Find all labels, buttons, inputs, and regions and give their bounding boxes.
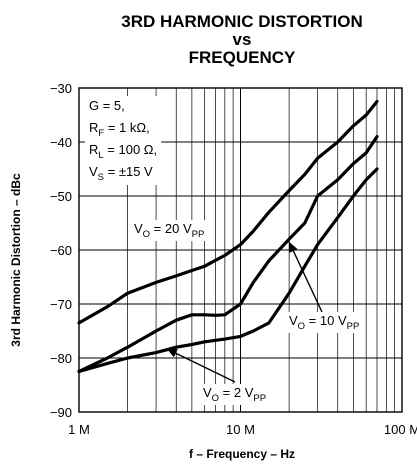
conditions-bg bbox=[85, 96, 162, 185]
series-label-0-text: VO = 20 VPP bbox=[134, 221, 204, 240]
series-curves bbox=[77, 99, 379, 374]
x-tick-labels: 1 M 10 M 100 M bbox=[68, 422, 417, 437]
series-line-2 bbox=[77, 167, 379, 374]
condition-line-0: G = 5, bbox=[89, 98, 125, 113]
series-label-1: VO = 10 VPP bbox=[286, 312, 363, 333]
y-tick-label: −30 bbox=[50, 81, 72, 96]
x-tick-label: 1 M bbox=[68, 422, 90, 437]
condition-line-1-subscript: F bbox=[98, 128, 104, 139]
series-label-1-span: V bbox=[289, 313, 298, 328]
series-label-0-bg bbox=[131, 220, 208, 241]
leader-line-1 bbox=[288, 241, 323, 313]
condition-line-3-text: VS = ±15 V bbox=[89, 164, 153, 183]
x-axis-label: f – Frequency – Hz bbox=[189, 447, 295, 461]
series-label-1-subscript: PP bbox=[347, 321, 360, 332]
plot-frame bbox=[78, 87, 403, 413]
y-tick-label: −90 bbox=[50, 405, 72, 420]
condition-line-2: RL = 100 Ω, bbox=[89, 142, 157, 161]
series-label-2-span: = 2 V bbox=[219, 385, 254, 400]
y-axis-label: 3rd Harmonic Distortion – dBc bbox=[9, 173, 23, 347]
condition-line-0-text: G = 5, bbox=[89, 98, 125, 113]
series-line-1 bbox=[77, 135, 379, 374]
y-tick-label: −80 bbox=[50, 351, 72, 366]
condition-line-2-text: RL = 100 Ω, bbox=[89, 142, 157, 161]
x-tick-label: 10 M bbox=[226, 422, 255, 437]
series-label-1-subscript: O bbox=[298, 321, 305, 332]
series-label-0-subscript: O bbox=[143, 229, 150, 240]
series-label-1-span: = 10 V bbox=[305, 313, 347, 328]
leader-arrowhead-2 bbox=[166, 348, 178, 358]
series-label-1-bg bbox=[286, 312, 363, 333]
series-label-2-subscript: PP bbox=[253, 393, 266, 404]
chart-title-line-2: vs bbox=[233, 30, 252, 49]
chart-title-line-3: FREQUENCY bbox=[189, 48, 296, 67]
condition-line-1: RF = 1 kΩ, bbox=[89, 120, 150, 139]
series-label-2: VO = 2 VPP bbox=[200, 384, 270, 405]
condition-line-2-span: = 100 Ω, bbox=[104, 142, 157, 157]
series-label-0-span: V bbox=[134, 221, 143, 236]
y-tick-labels: −30 −40 −50 −60 −70 −80 −90 bbox=[50, 81, 72, 420]
condition-line-1-text: RF = 1 kΩ, bbox=[89, 120, 150, 139]
y-tick-label: −50 bbox=[50, 189, 72, 204]
chart-title-line-1: 3RD HARMONIC DISTORTION bbox=[121, 12, 362, 31]
leader-arrowhead-1 bbox=[289, 241, 298, 253]
x-tick-label: 100 M bbox=[384, 422, 417, 437]
series-label-1-text: VO = 10 VPP bbox=[289, 313, 359, 332]
label-leaders bbox=[166, 241, 323, 383]
y-tick-label: −70 bbox=[50, 297, 72, 312]
condition-line-3-span: V bbox=[89, 164, 98, 179]
y-tick-label: −40 bbox=[50, 135, 72, 150]
condition-line-2-subscript: L bbox=[98, 150, 103, 161]
leader-line-2 bbox=[166, 348, 236, 383]
chart-title: 3RD HARMONIC DISTORTION vs FREQUENCY bbox=[121, 12, 362, 67]
y-tick-label: −60 bbox=[50, 243, 72, 258]
series-label-0-span: = 20 V bbox=[150, 221, 192, 236]
condition-line-3-subscript: S bbox=[98, 172, 104, 183]
condition-line-3: VS = ±15 V bbox=[89, 164, 153, 183]
series-label-0-subscript: PP bbox=[192, 229, 205, 240]
series-label-2-text: VO = 2 VPP bbox=[203, 385, 266, 404]
condition-line-1-span: R bbox=[89, 120, 98, 135]
series-line-0 bbox=[77, 99, 379, 325]
series-label-2-subscript: O bbox=[212, 393, 219, 404]
series-label-2-bg bbox=[200, 384, 270, 405]
condition-line-2-span: R bbox=[89, 142, 98, 157]
test-conditions-box: G = 5,RF = 1 kΩ,RL = 100 Ω,VS = ±15 V bbox=[85, 96, 162, 185]
condition-line-0-span: G = 5, bbox=[89, 98, 125, 113]
series-label-0: VO = 20 VPP bbox=[131, 220, 208, 241]
series-label-2-span: V bbox=[203, 385, 212, 400]
condition-line-3-span: = ±15 V bbox=[104, 164, 153, 179]
condition-line-1-span: = 1 kΩ, bbox=[104, 120, 150, 135]
